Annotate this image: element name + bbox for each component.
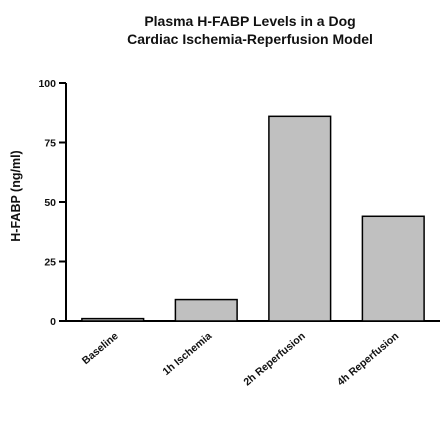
- x-tick-label: 2h Reperfusion: [241, 330, 307, 388]
- bar: [174, 298, 238, 322]
- y-tick-label: 0: [50, 316, 56, 328]
- bar: [361, 215, 425, 322]
- plot-area: 0 25 50 75 100 Baseline 1h Ischemia 2h Reperfus…: [38, 78, 440, 388]
- y-tick-label: 50: [44, 197, 56, 209]
- bar: [268, 115, 332, 322]
- x-tick-label: 4h Reperfusion: [335, 330, 401, 388]
- y-tick-label: 100: [38, 78, 56, 90]
- chart-title: Plasma H-FABP Levels in a Dog: [144, 13, 355, 29]
- x-tick-label: Baseline: [80, 330, 121, 367]
- bar: [81, 317, 145, 322]
- y-tick-label: 25: [44, 257, 56, 269]
- y-tick-label: 75: [44, 138, 56, 150]
- x-tick-label: 1h Ischemia: [160, 330, 214, 378]
- chart-subtitle: Cardiac Ischemia-Reperfusion Model: [127, 31, 373, 47]
- y-axis-label: H-FABP (ng/ml): [9, 150, 23, 241]
